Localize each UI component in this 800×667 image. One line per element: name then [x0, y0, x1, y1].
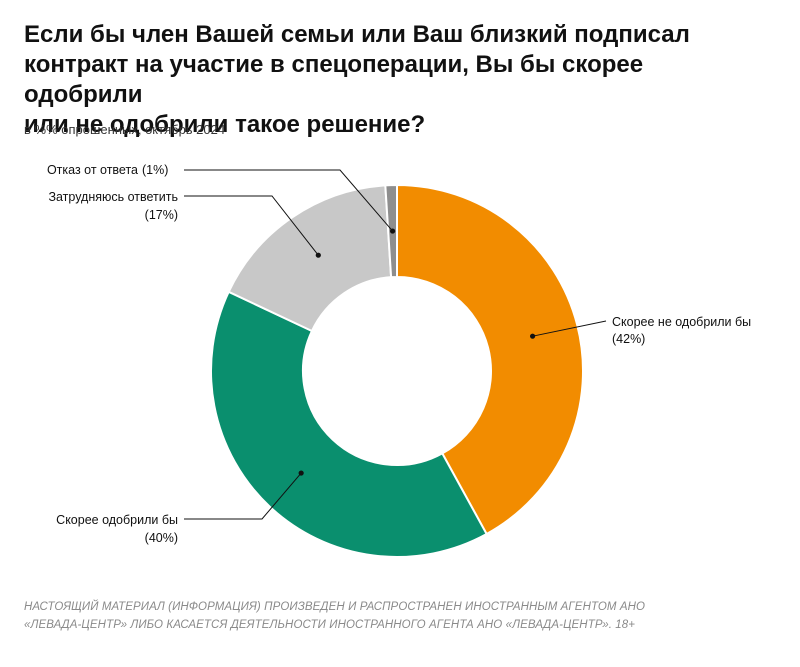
slice-value-not-approve: (42%) [612, 332, 645, 346]
donut-chart: Скорее не одобрили бы (42%) Скорее одобр… [47, 163, 751, 558]
leader-lines [184, 169, 607, 520]
approve-leader-dot [298, 470, 304, 476]
disclaimer-line-1: НАСТОЯЩИЙ МАТЕРИАЛ (ИНФОРМАЦИЯ) ПРОИЗВЕД… [24, 601, 646, 613]
chart-title-line-1: Если бы член Вашей семьи или Ваш близкий… [24, 21, 690, 48]
slice-label-hard-to-say: Затрудняюсь ответить [48, 190, 178, 204]
slice-not-approve [396, 183, 584, 536]
not-approve-leader-dot [530, 333, 536, 339]
refused-leader-line [184, 169, 393, 232]
approve-leader-line [184, 472, 302, 520]
slice-value-refused: (1%) [142, 163, 168, 177]
slice-value-hard-to-say: (17%) [145, 208, 178, 222]
slice-hard-to-say [227, 184, 393, 333]
slice-label-refused: Отказ от ответа [47, 163, 138, 177]
hard-to-say-leader-line [184, 195, 319, 256]
not-approve-leader-line [532, 320, 607, 337]
chart-title-line-3: или не одобрили такое решение? [24, 111, 426, 138]
slice-value-approve: (40%) [145, 531, 178, 545]
chart-title-line-2: контракт на участие в спецоперации, Вы б… [24, 51, 644, 108]
slice-label-not-approve: Скорее не одобрили бы [612, 315, 751, 329]
slice-label-approve: Скорее одобрили бы [56, 513, 178, 527]
disclaimer-footer: НАСТОЯЩИЙ МАТЕРИАЛ (ИНФОРМАЦИЯ) ПРОИЗВЕД… [24, 598, 784, 634]
slice-approve [210, 290, 488, 558]
disclaimer-line-2: «ЛЕВАДА-ЦЕНТР» ЛИБО КАСАЕТСЯ ДЕЯТЕЛЬНОСТ… [24, 619, 636, 631]
refused-leader-dot [390, 228, 396, 234]
donut-slices [210, 183, 584, 558]
chart-title: Если бы член Вашей семьи или Ваш близкий… [24, 20, 744, 140]
slice-labels: Скорее не одобрили бы (42%) Скорее одобр… [47, 163, 751, 545]
chart-subtitle: в %% опрошенных, октябрь 2024 [24, 122, 226, 137]
hard-to-say-leader-dot [315, 252, 321, 258]
